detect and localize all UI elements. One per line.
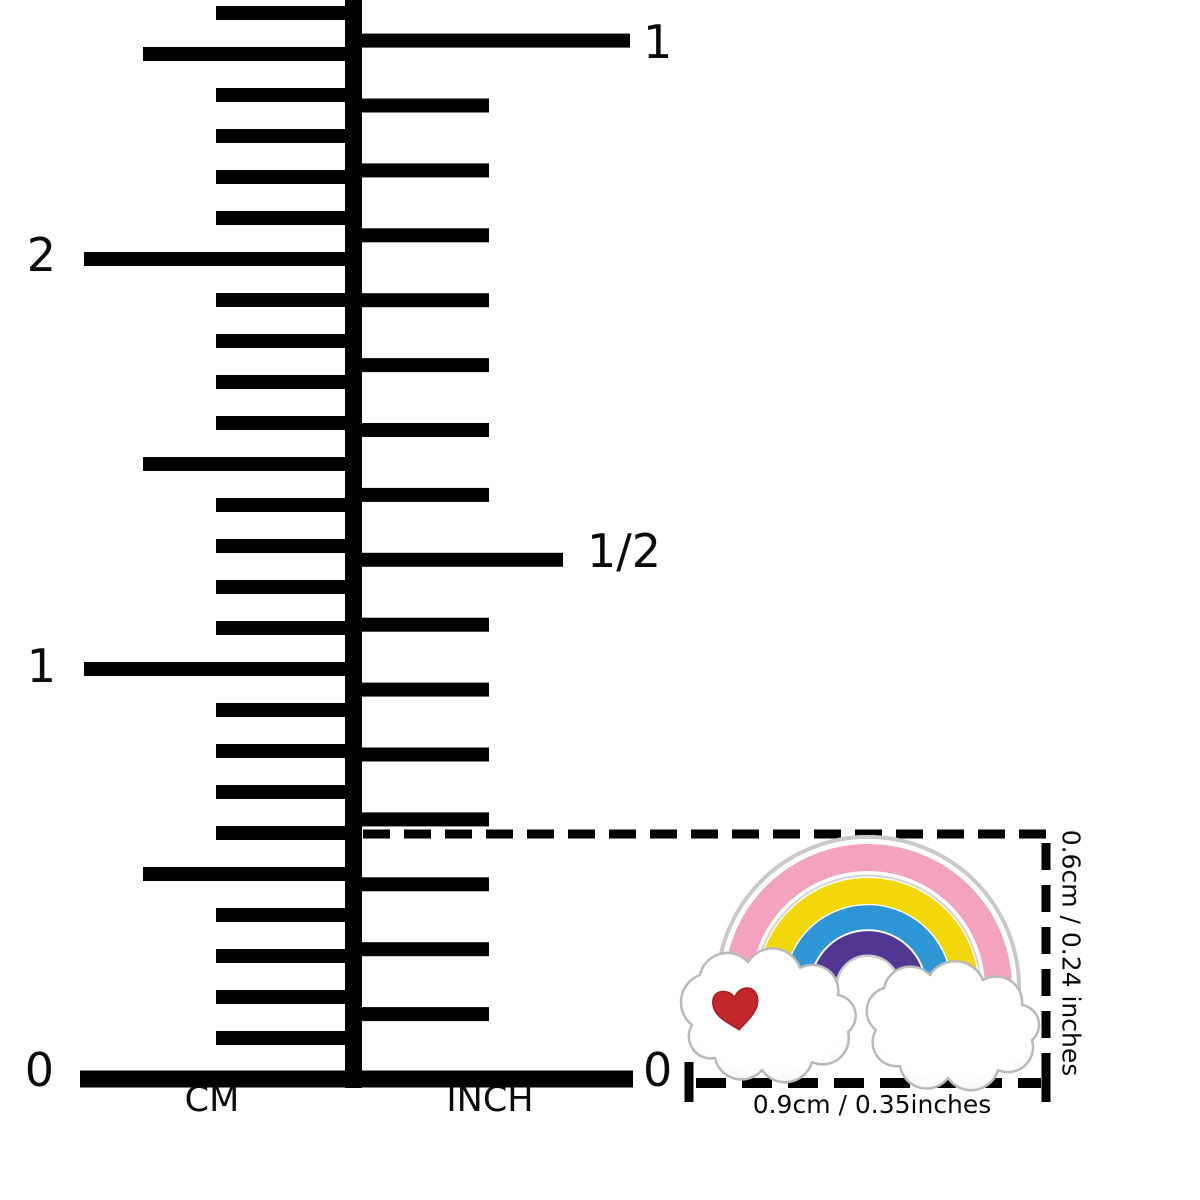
cm-tick (143, 457, 362, 471)
rainbow-pink-arc (724, 844, 1012, 1014)
cm-tick (216, 826, 362, 840)
cm-tick (216, 580, 362, 594)
inch-tick (353, 293, 489, 308)
inch-tick (353, 812, 489, 827)
cm-tick (216, 129, 362, 143)
cm-label-2: 2 (27, 228, 56, 282)
cm-tick (84, 662, 362, 676)
inch-label-0: 0 (643, 1043, 672, 1097)
inch-tick (353, 487, 489, 502)
cm-tick (216, 211, 362, 225)
inch-tick (353, 682, 489, 697)
inch-tick (353, 877, 489, 892)
inch-tick (353, 33, 630, 48)
cm-tick (216, 990, 362, 1004)
rainbow-outer-rim (715, 834, 1022, 1020)
cm-tick (216, 621, 362, 635)
cm-tick (216, 703, 362, 717)
inch-tick (353, 747, 489, 762)
cm-tick (216, 498, 362, 512)
height-measurement-text: 0.6cm / 0.24 inches (1057, 830, 1086, 1077)
inch-tick (353, 358, 489, 373)
inch-label-1: 1 (643, 15, 672, 69)
heart-icon (711, 987, 759, 1031)
cm-tick (216, 785, 362, 799)
cm-zero-tick (80, 1070, 362, 1088)
cm-tick (216, 6, 362, 20)
cm-label-0: 0 (25, 1043, 54, 1097)
inch-tick (353, 98, 489, 113)
cm-tick (216, 744, 362, 758)
cm-tick (216, 949, 362, 963)
inch-tick (353, 163, 489, 178)
inch-zero-tick (353, 1070, 633, 1088)
cm-tick (216, 293, 362, 307)
cm-tick (143, 47, 362, 61)
cm-tick (84, 252, 362, 266)
ruler-ticks (80, 0, 633, 1088)
rainbow-blue-arc (784, 905, 951, 997)
width-bracket-right-bar (1041, 1057, 1051, 1102)
inch-unit-label: INCH (446, 1080, 533, 1120)
cm-label-1: 1 (27, 639, 56, 693)
left-cloud (679, 947, 857, 1084)
inch-tick (353, 552, 563, 567)
inch-tick (353, 617, 489, 632)
cm-tick (143, 867, 362, 881)
inch-tick (353, 423, 489, 437)
inch-tick (353, 942, 489, 957)
rainbow-charm (679, 834, 1041, 1092)
cm-tick (216, 170, 362, 184)
cm-tick (216, 539, 362, 553)
cm-unit-label: CM (185, 1080, 240, 1120)
cm-tick (216, 908, 362, 922)
cm-tick (216, 334, 362, 348)
cm-tick (216, 1031, 362, 1045)
right-cloud (865, 960, 1041, 1092)
inch-tick (353, 228, 489, 243)
cm-tick (216, 416, 362, 430)
cm-tick (216, 88, 362, 102)
width-bracket-left-bar (684, 1062, 694, 1102)
inch-tick (353, 1007, 489, 1022)
inch-label-half: 1/2 (587, 524, 661, 578)
width-measurement-text: 0.9cm / 0.35inches (753, 1090, 992, 1119)
rainbow-yellow-arc (757, 877, 979, 1004)
cm-tick (216, 375, 362, 389)
rainbow-silver-line (754, 874, 982, 1006)
